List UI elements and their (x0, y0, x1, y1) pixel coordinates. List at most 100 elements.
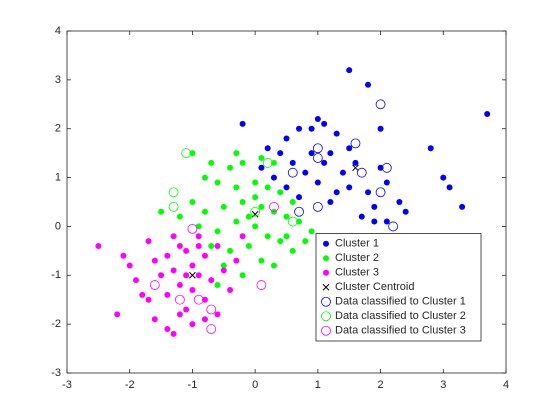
point (195, 242, 202, 249)
x-tick-label: 0 (252, 379, 258, 391)
y-tick-label: 0 (55, 220, 61, 232)
point (375, 187, 386, 198)
point (189, 150, 196, 157)
point (250, 206, 261, 217)
point (356, 167, 367, 178)
point (139, 291, 146, 298)
point (289, 247, 296, 254)
point (277, 189, 284, 196)
x-tick-label: -1 (188, 379, 198, 391)
point (277, 238, 284, 245)
point (149, 280, 160, 290)
point (270, 159, 277, 166)
point (132, 277, 139, 284)
point (214, 282, 221, 289)
legend-box (315, 233, 482, 342)
legend-label: Data classified to Cluster 3 (335, 325, 466, 337)
point (227, 286, 234, 293)
point (352, 164, 359, 172)
point (283, 184, 290, 191)
point (383, 179, 390, 186)
point (189, 262, 196, 269)
point (189, 199, 196, 205)
point (239, 199, 246, 205)
y-tick-label: -1 (51, 269, 61, 281)
legend-marker (321, 311, 331, 322)
point (176, 242, 183, 249)
point (164, 252, 171, 259)
x-stroke (352, 164, 359, 172)
y-tick-label: 3 (55, 74, 61, 86)
point (170, 330, 177, 337)
point (189, 286, 196, 293)
point (170, 233, 177, 240)
point (227, 164, 234, 171)
point (183, 272, 190, 279)
point (214, 179, 221, 186)
point (214, 242, 221, 249)
y-tick-label: -2 (51, 318, 61, 330)
point (201, 296, 208, 303)
point (201, 208, 208, 215)
point (114, 311, 121, 318)
point (339, 169, 346, 176)
y-tick-label: 1 (55, 171, 61, 183)
legend-marker (323, 269, 329, 276)
point (220, 262, 227, 269)
point (151, 316, 158, 323)
point (195, 272, 202, 279)
point (164, 326, 171, 333)
point (327, 199, 334, 205)
point (170, 267, 177, 274)
point (302, 169, 309, 176)
point (168, 201, 179, 212)
point (333, 189, 340, 196)
point (312, 153, 323, 163)
point (308, 125, 315, 132)
point (264, 145, 271, 152)
point (239, 272, 246, 279)
point (314, 179, 321, 186)
legend-label: Data classified to Cluster 2 (335, 310, 466, 322)
point (459, 203, 466, 210)
point (484, 111, 491, 118)
point (296, 125, 303, 132)
point (283, 135, 290, 142)
point (446, 184, 453, 191)
x-tick-label: 4 (503, 379, 509, 391)
point (358, 213, 365, 220)
point (220, 203, 227, 210)
point (208, 242, 215, 249)
legend-marker (321, 296, 331, 307)
point (258, 164, 265, 171)
point (371, 203, 378, 210)
point (396, 199, 403, 205)
x-tick-label: -2 (125, 379, 135, 391)
point (245, 213, 252, 220)
point (239, 120, 246, 127)
point (283, 213, 290, 220)
point (189, 271, 196, 279)
point (296, 194, 303, 201)
point (183, 306, 190, 313)
point (214, 228, 221, 235)
point (201, 316, 208, 323)
legend-label: Cluster Centroid (335, 281, 414, 293)
point (233, 184, 240, 191)
x-stroke (189, 271, 196, 279)
point (206, 304, 217, 315)
point (214, 311, 221, 318)
point (287, 167, 298, 178)
point (195, 233, 202, 240)
point (176, 282, 183, 289)
point (233, 257, 240, 264)
point (289, 199, 296, 205)
point (239, 233, 246, 240)
point (174, 294, 185, 305)
point (193, 294, 204, 305)
point (208, 277, 215, 284)
point (258, 155, 265, 162)
point (206, 324, 217, 334)
point (158, 208, 165, 215)
